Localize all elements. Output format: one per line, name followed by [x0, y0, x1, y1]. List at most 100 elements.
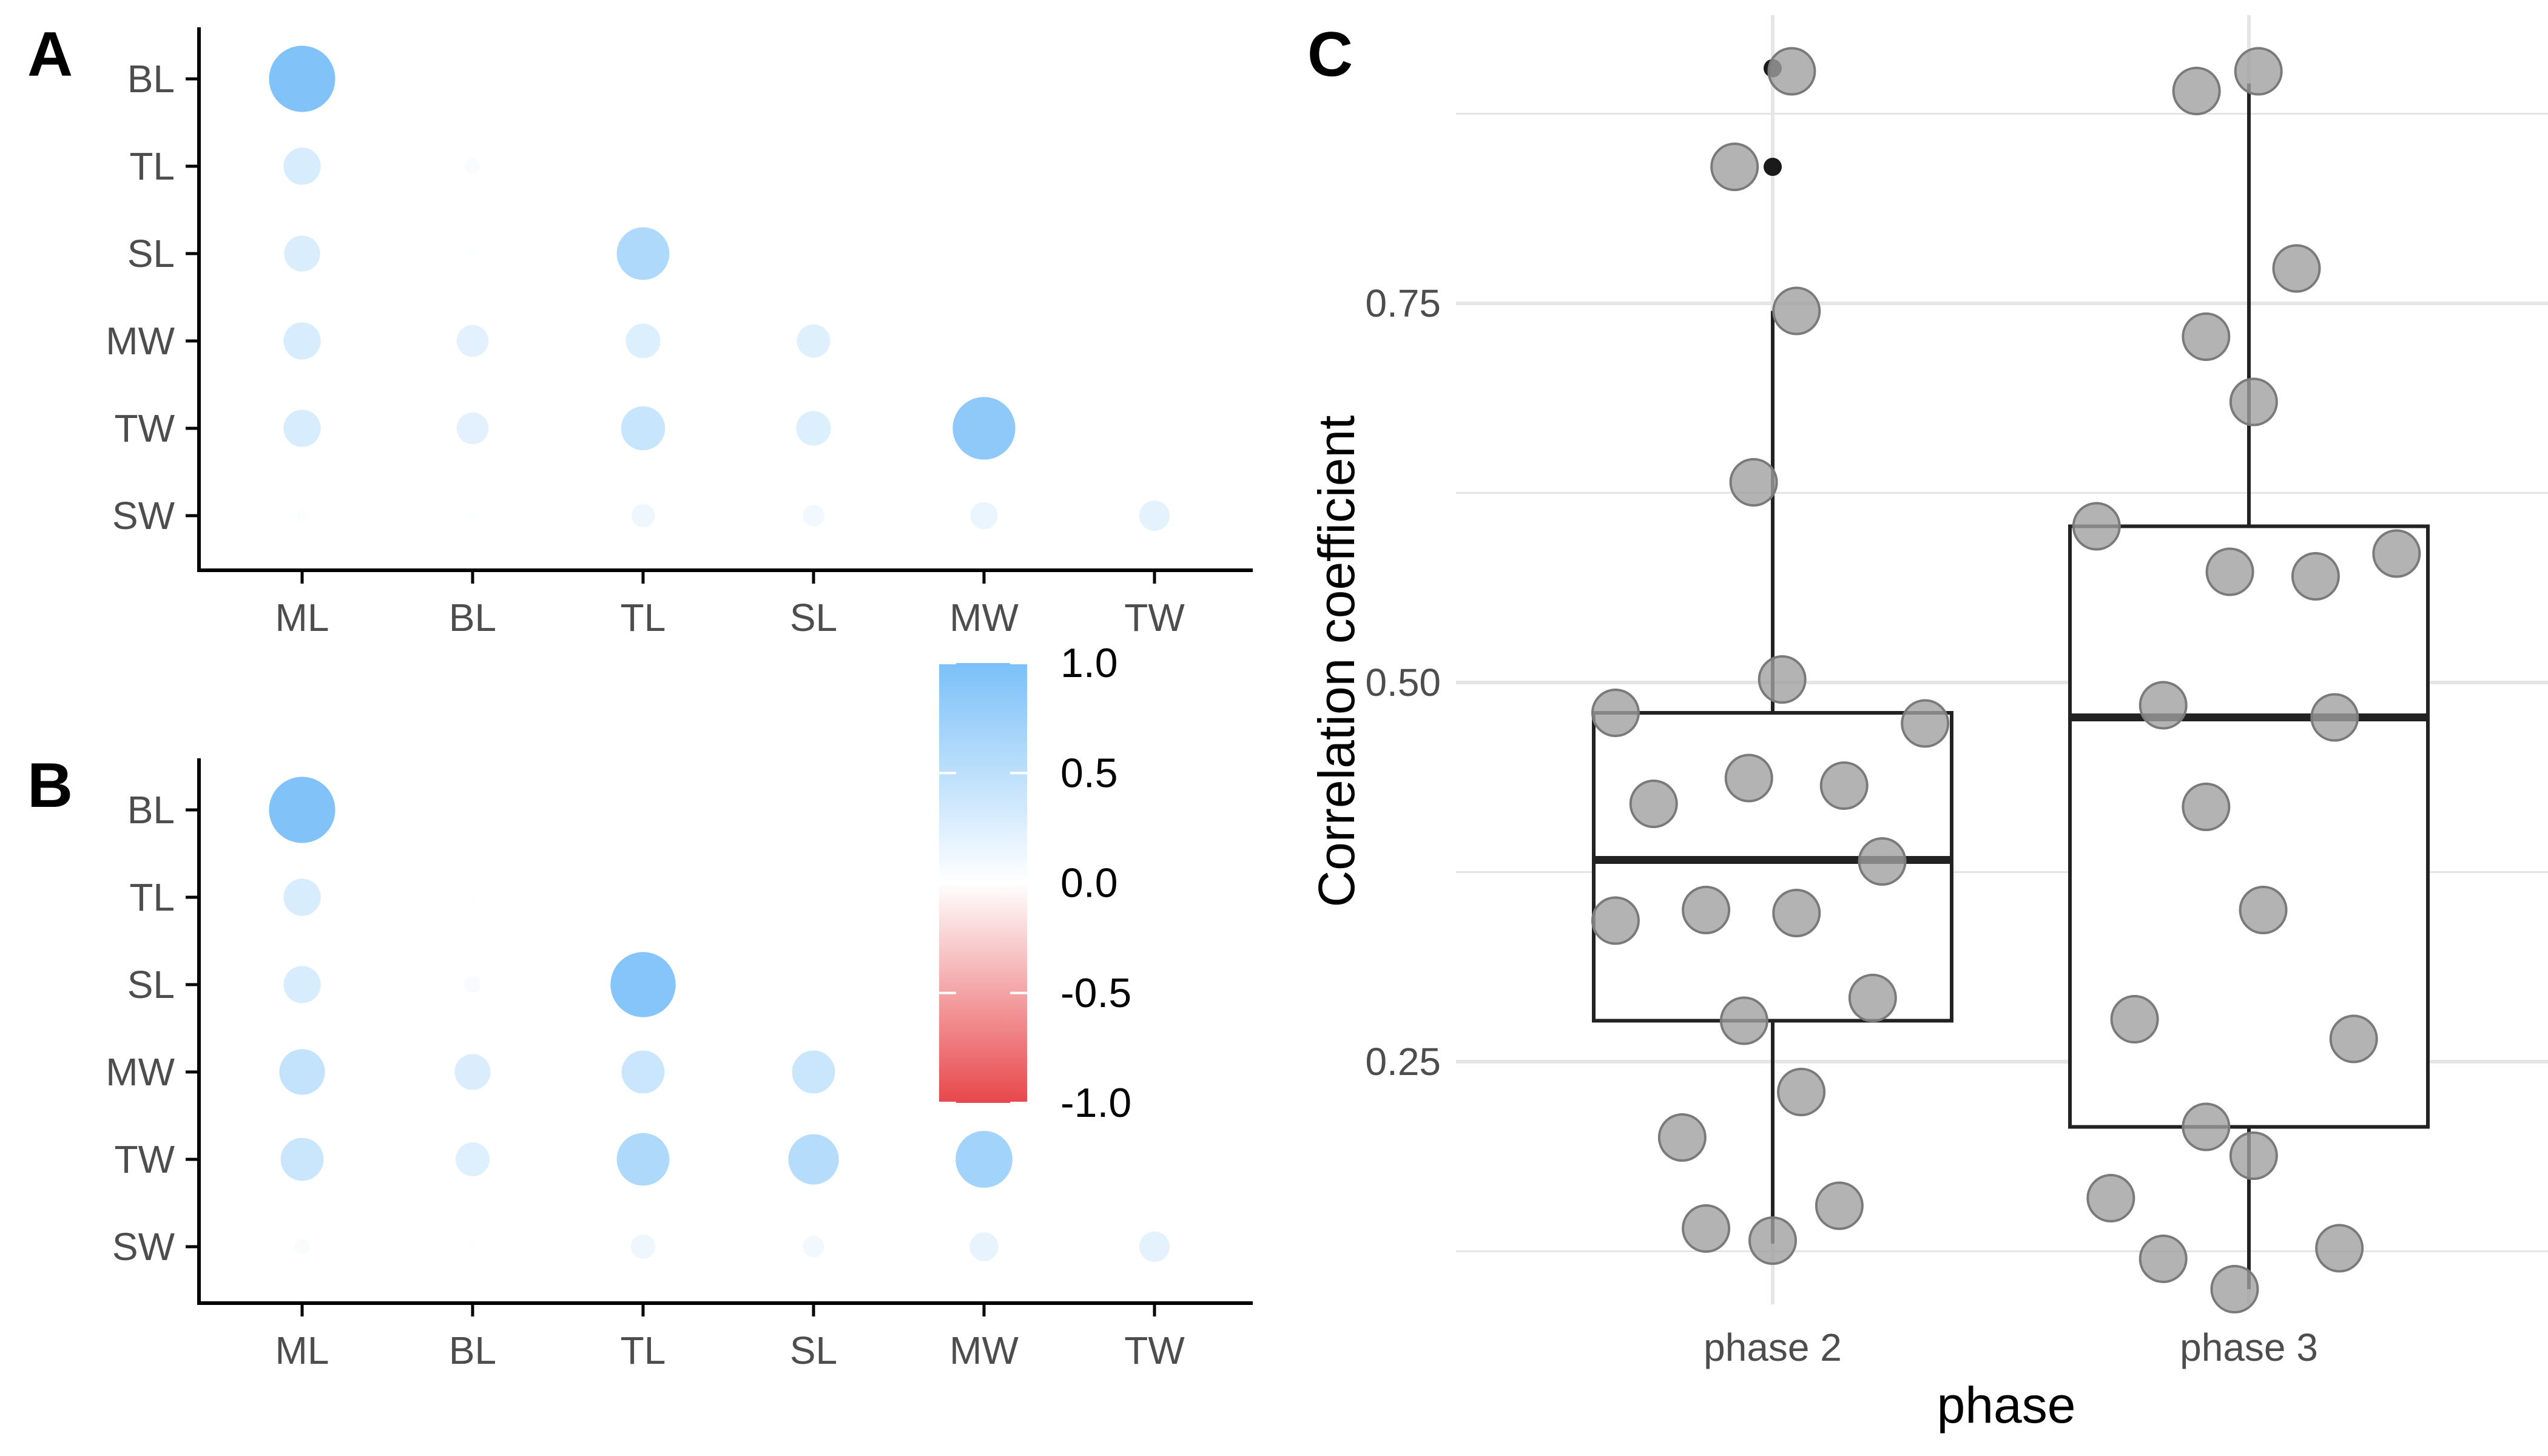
panel-b-bubble [610, 952, 676, 1017]
legend-tick-label: -0.5 [1060, 970, 1131, 1016]
panel-a-bubble [296, 510, 308, 522]
panel-c-data-point [2315, 1224, 2364, 1273]
legend-tick-label: 0.0 [1060, 860, 1118, 906]
panel-b-bubble [468, 892, 477, 902]
panel-b-bubble [454, 1054, 491, 1090]
panel-c-data-point [2172, 67, 2221, 115]
panel-b-bubble [792, 1050, 835, 1094]
legend-tick-label: 0.5 [1060, 750, 1118, 796]
panel-b-bubble [956, 1131, 1013, 1188]
panel-c-data-point [1724, 753, 1773, 803]
panel-b-x-tick-label: MW [949, 1329, 1019, 1372]
panel-c-data-point [1729, 458, 1778, 507]
panel-c-x-axis-title: phase [1937, 1377, 2076, 1434]
panel-c-data-point [2138, 1235, 2188, 1283]
panel-c-label: C [1307, 19, 1353, 90]
panel-c-y-tick-label: 0.25 [1365, 1040, 1441, 1084]
panel-a-bubble [970, 502, 998, 530]
panel-c-data-point [1682, 1204, 1731, 1253]
panel-a-x-tick-label: TL [621, 596, 666, 639]
panel-a-bubble-correlation: A BL TL SL MW TW SW ML BL TL SL MW TW [27, 19, 1253, 639]
panel-a-x-tick-label: TW [1124, 596, 1185, 639]
panel-a-bubble [283, 322, 321, 360]
panel-c-data-point [1591, 689, 1640, 737]
panel-b-y-tick-label: MW [106, 1050, 175, 1094]
panel-c-data-point [1848, 974, 1897, 1022]
panel-c-data-point [1858, 837, 1907, 886]
panel-a-bubble [269, 46, 335, 112]
panel-a-label: A [27, 19, 73, 90]
panel-a-bubble [456, 325, 489, 357]
panel-c-x-tick-label: phase 3 [2180, 1326, 2318, 1369]
panel-a-y-tick-label: MW [106, 319, 175, 363]
panel-c-data-point [2310, 693, 2359, 742]
panel-a-y-tick-label: BL [127, 57, 175, 101]
panel-c-data-point [2329, 1014, 2378, 1063]
panel-a-bubble [283, 410, 321, 447]
panel-c-data-point [1767, 47, 1816, 96]
panel-c-data-point [1901, 699, 1950, 748]
panel-a-y-tick-label: SW [112, 494, 175, 538]
panel-c-y-tick-label: 0.75 [1365, 281, 1441, 325]
panel-a-bubble [796, 411, 831, 446]
panel-c-data-point [2182, 783, 2231, 831]
panel-c-data-point [2210, 1265, 2259, 1313]
panel-b-bubble [280, 1138, 324, 1181]
panel-c-data-point [1772, 286, 1821, 335]
legend-tick-label: 1.0 [1060, 640, 1118, 686]
panel-c-data-point [1657, 1113, 1707, 1162]
panel-c-y-axis-title: Correlation coefficient [1308, 416, 1365, 908]
panel-c-data-point [2182, 1102, 2231, 1151]
panel-c-data-point [1772, 889, 1821, 937]
panel-c-data-point [2272, 244, 2321, 293]
panel-c-data-point [2239, 886, 2288, 934]
panel-b-bubble [788, 1134, 839, 1185]
panel-a-bubble [468, 511, 477, 521]
panel-a-bubble [952, 397, 1016, 460]
panel-b-bubble [464, 976, 481, 993]
panel-c-data-point [1710, 143, 1759, 191]
panel-a-bubble [1139, 500, 1170, 531]
panel-b-bubble [269, 777, 335, 843]
color-legend: 1.0 0.5 0.0 -0.5 -1.0 [939, 640, 1131, 1126]
panel-b-y-tick-label: SL [127, 963, 175, 1006]
panel-c-data-point [2234, 47, 2283, 96]
panel-b-bubble [456, 1142, 490, 1176]
panel-a-y-tick-label: SL [127, 232, 175, 275]
panel-c-data-point [2138, 681, 2188, 730]
panel-b-y-tick-label: TL [129, 875, 175, 919]
panel-b-bubble [283, 966, 321, 1003]
panel-a-x-tick-label: ML [275, 596, 329, 639]
panel-c-data-point [1682, 886, 1731, 934]
panel-b-x-tick-label: SL [790, 1329, 837, 1372]
panel-c-outlier [1764, 158, 1782, 176]
panel-a-y-tick-label: TW [115, 406, 175, 450]
panel-c-data-point [1748, 1216, 1797, 1265]
panel-a-bubble [284, 235, 320, 272]
panel-c-data-point [2291, 552, 2340, 601]
panel-a-x-tick-label: MW [949, 596, 1019, 639]
panel-c-y-tick-label: 0.50 [1365, 661, 1441, 704]
panel-c-data-point [2205, 547, 2254, 596]
panel-b-x-tick-label: TL [621, 1329, 666, 1372]
panel-b-bubble [279, 1049, 325, 1095]
panel-c-boxplot: C 0.25 0.50 0.75 phase 2 phase 3 phase Correla… [1307, 15, 2548, 1434]
panel-b-x-tick-label: BL [449, 1329, 496, 1372]
panel-b-y-tick-label: SW [112, 1225, 175, 1269]
panel-a-bubble [465, 158, 480, 174]
panel-a-bubble [803, 505, 824, 527]
panel-c-data-point [2086, 1174, 2135, 1222]
panel-a-bubble [625, 323, 661, 359]
panel-b-bubble [969, 1232, 999, 1261]
panel-b-bubble [283, 878, 321, 916]
panel-c-x-tick-label: phase 2 [1704, 1326, 1842, 1369]
panel-c-data-point [2072, 502, 2121, 551]
panel-b-y-tick-label: BL [127, 788, 175, 832]
panel-b-bubble [468, 1242, 477, 1252]
panel-c-data-point [1815, 1181, 1864, 1230]
panel-a-bubble [616, 227, 670, 280]
panel-c-data-point [2182, 312, 2231, 361]
panel-b-bubble [621, 1050, 665, 1094]
panel-b-bubble [1139, 1231, 1170, 1262]
